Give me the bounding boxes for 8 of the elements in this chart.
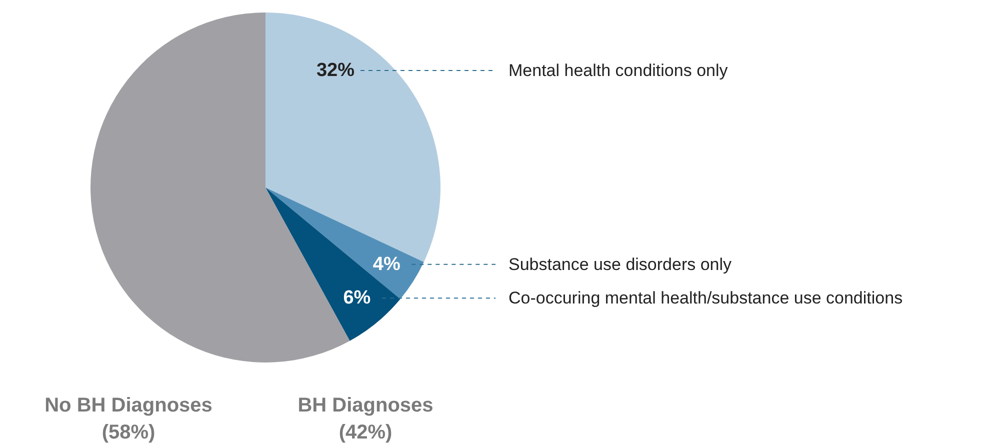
data-label: 6% (343, 288, 371, 309)
slice-label: Substance use disorders only (508, 254, 732, 274)
slice-label: Mental health conditions only (508, 61, 728, 80)
text: BH Diagnoses (42%) (298, 394, 434, 444)
data-label: 4% (372, 254, 400, 275)
slice-label: Co-occuring mental health/substance use conditions (508, 288, 903, 308)
data-label: 32% (316, 60, 355, 81)
text: No BH Diagnoses (58%) (44, 394, 212, 444)
